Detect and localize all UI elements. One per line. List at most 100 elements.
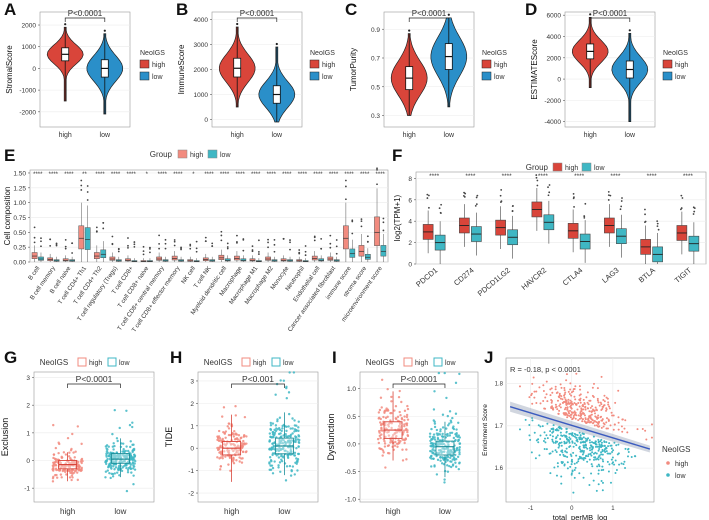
jitter-point-high — [393, 444, 397, 447]
scatter-point-high — [624, 419, 627, 422]
jitter-point-low — [429, 439, 432, 443]
jitter-point-low — [456, 446, 459, 450]
scatter-point-high — [563, 408, 566, 411]
jitter-point-low — [446, 432, 449, 436]
jitter-point-low — [451, 416, 454, 420]
jitter-point-low — [439, 430, 442, 433]
panel-f-sig-label: **** — [538, 173, 549, 180]
jitter-point-high — [406, 404, 409, 408]
legend-swatch-high — [662, 59, 673, 69]
jitter-point-high — [224, 436, 227, 439]
scatter-point-high — [558, 392, 561, 395]
jitter-point-low — [457, 438, 461, 442]
jitter-point-low — [294, 437, 297, 440]
scatter-point-high — [594, 406, 597, 409]
panel-e-outlier — [320, 238, 323, 240]
scatter-point-low — [537, 424, 540, 427]
jitter-point-high — [67, 455, 71, 458]
violin-d-ytick-label: 2000 — [547, 55, 562, 62]
jitter-point-high — [397, 441, 401, 444]
panel-e-box — [343, 225, 349, 250]
jitter-point-low — [454, 433, 457, 436]
scatter-point-low — [591, 446, 594, 449]
jitter-point-low — [457, 421, 460, 424]
scatter-point-low — [550, 428, 553, 431]
jitter-point-high — [221, 454, 224, 458]
scatter-point-high — [576, 408, 579, 411]
scatter-point-high — [626, 431, 629, 434]
jitter-ylabel: Dysfunction — [326, 413, 336, 460]
panel-e-sig-label: **** — [127, 172, 137, 178]
jitter-xtick-label: high — [224, 507, 239, 516]
scatter-point-low — [610, 447, 613, 450]
scatter-point-high — [587, 407, 590, 410]
scatter-point-high — [530, 392, 533, 395]
scatter-point-low — [561, 435, 564, 438]
panel-e-outlier — [173, 244, 176, 247]
jitter-point-high — [379, 447, 382, 451]
jitter-point-high — [403, 409, 407, 413]
jitter-point-low — [440, 462, 444, 465]
legend-label-low: low — [494, 74, 505, 81]
panel-e-outlier — [251, 249, 254, 251]
jitter-point-low — [118, 460, 121, 464]
panel-e-outlier — [382, 217, 385, 220]
scatter-point-low — [600, 453, 603, 456]
jitter-point-low — [443, 447, 446, 451]
scatter-point-high — [608, 407, 611, 410]
jitter-legend-low: low — [445, 360, 456, 367]
jitter-point-low — [118, 474, 121, 477]
jitter-point-low — [297, 445, 300, 448]
scatter-point-low — [588, 458, 591, 461]
jitter-point-low — [114, 466, 118, 469]
violin-outlier — [236, 22, 239, 26]
jitter-point-low — [291, 465, 295, 468]
panel-e-outlier — [344, 179, 347, 182]
jitter-point-low — [452, 427, 456, 431]
jitter-point-low — [291, 427, 294, 430]
jitter-point-low — [276, 419, 279, 423]
jitter-point-low — [268, 439, 272, 442]
jitter-h-ytick-label: 0 — [190, 446, 194, 453]
jitter-point-high — [404, 428, 408, 432]
jitter-point-high — [390, 426, 393, 430]
panel-f-outlier — [621, 197, 623, 199]
panel-f-outlier — [440, 203, 443, 206]
jitter-point-low — [293, 430, 296, 433]
jitter-point-high — [58, 468, 62, 472]
violin-c-ytick-label: 0.7 — [371, 56, 380, 63]
scatter-point-low — [591, 451, 594, 454]
jitter-point-high — [57, 451, 60, 455]
scatter-point-high — [600, 426, 603, 429]
jitter-point-high — [383, 442, 387, 445]
scatter-point-low — [533, 431, 536, 434]
scatter-point-high — [560, 386, 563, 389]
scatter-point-high — [577, 419, 580, 422]
jitter-point-low — [430, 465, 433, 468]
scatter-point-low — [551, 438, 554, 441]
panel-e-sig-label: * — [146, 172, 149, 178]
violin-xtick-label: high — [403, 132, 416, 139]
violin-outlier — [589, 13, 592, 16]
violin-a-ytick-label: -2000 — [19, 109, 36, 116]
panel-e-sig-label: **** — [235, 172, 245, 178]
scatter-confidence-band — [510, 401, 650, 453]
scatter-point-high — [601, 418, 604, 421]
jitter-point-high — [405, 424, 409, 427]
panel-f-outlier — [535, 174, 538, 176]
jitter-point-low — [441, 432, 444, 436]
jitter-point-high — [237, 452, 241, 455]
panel-label-h: H — [170, 348, 183, 367]
scatter-point-high — [570, 402, 573, 405]
scatter-point-high — [559, 383, 562, 386]
panel-e-outlier — [320, 247, 323, 250]
jitter-point-high — [402, 431, 405, 434]
jitter-point-low — [117, 468, 120, 472]
jitter-point-high — [378, 416, 381, 419]
scatter-point-low — [577, 460, 580, 463]
scatter-point-high — [650, 436, 653, 439]
scatter-point-high — [552, 408, 555, 411]
panel-f-sig-label: **** — [574, 173, 585, 180]
scatter-point-low — [588, 447, 591, 450]
scatter-point-high — [582, 418, 585, 421]
